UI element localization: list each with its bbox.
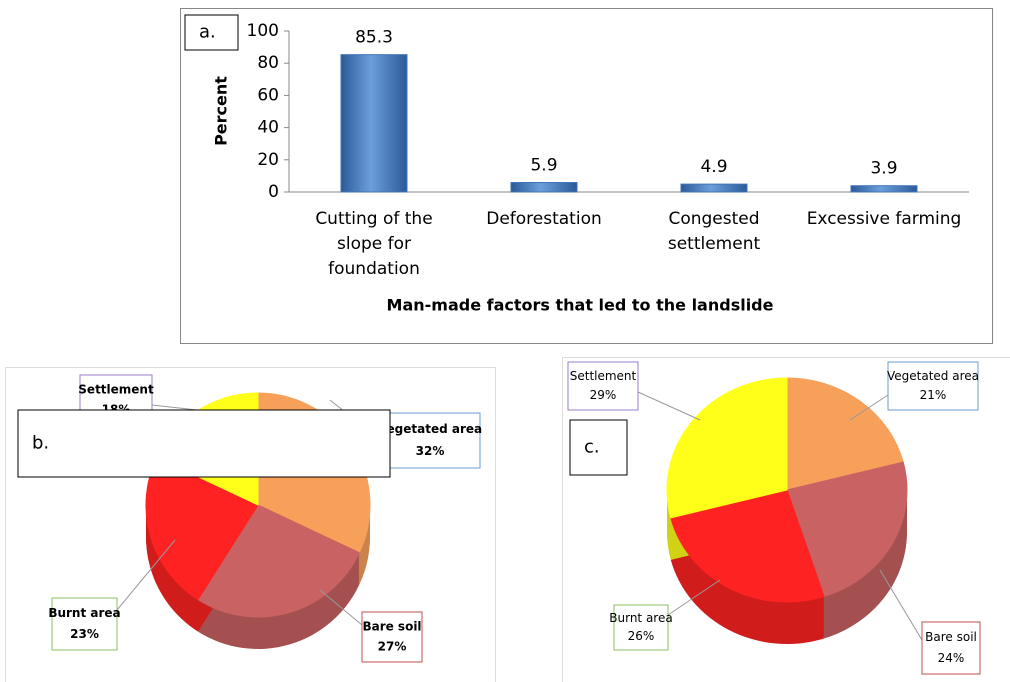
callout-name: Bare soil — [362, 620, 421, 634]
callout-value: 29% — [590, 388, 617, 402]
value-label: 5.9 — [530, 156, 557, 176]
y-tick-label: 0 — [268, 182, 279, 202]
leader-line — [849, 394, 889, 421]
pie-slice — [666, 377, 788, 519]
callout-box — [567, 361, 639, 411]
bar — [850, 185, 918, 193]
y-tick-label: 80 — [257, 53, 279, 73]
callout-name: Vegetated area — [887, 369, 979, 383]
x-tick-label: Deforestation — [486, 209, 602, 229]
x-tick-label: Cutting of the slope for foundation — [315, 209, 433, 279]
callout-value: 27% — [378, 640, 407, 654]
value-label: 85.3 — [355, 28, 393, 48]
leader-line — [667, 579, 721, 616]
callout-name: Vegetated area — [378, 422, 482, 436]
callout-value: 26% — [628, 629, 655, 643]
y-tick-label: 20 — [257, 150, 279, 170]
callout-name: Settlement — [78, 383, 154, 397]
x-tick-label: Congested settlement — [667, 209, 761, 254]
leader-line — [637, 391, 701, 421]
callout-value: 21% — [920, 388, 947, 402]
bar — [510, 182, 578, 193]
panel-label-box — [184, 14, 239, 51]
callout-box — [379, 412, 481, 469]
panel-frame — [180, 8, 993, 344]
callout-box — [887, 361, 979, 411]
y-tick-label: 40 — [257, 118, 279, 138]
x-tick-label: Excessive farming — [806, 209, 962, 229]
leader-line — [116, 539, 176, 611]
bar — [680, 183, 748, 193]
callout-value: 24% — [938, 651, 965, 665]
pie-slice — [786, 461, 908, 598]
leader-line — [319, 589, 363, 626]
value-label: 3.9 — [870, 159, 897, 179]
panel-frame — [562, 357, 1010, 682]
y-axis-title: Percent — [212, 76, 231, 146]
bar — [340, 54, 408, 193]
panel-label-box — [17, 409, 391, 478]
panel-label: b. — [32, 433, 49, 454]
callout-value: 32% — [416, 444, 445, 458]
pie-slice — [197, 504, 361, 618]
y-tick-label: 100 — [247, 21, 279, 41]
callout-name: Bare soil — [925, 630, 977, 644]
value-label: 4.9 — [700, 157, 727, 177]
callout-name: Burnt area — [48, 606, 120, 620]
callout-value: 23% — [70, 627, 99, 641]
pie-slice — [786, 377, 904, 491]
callout-name: Settlement — [570, 369, 637, 383]
panel-label: a. — [199, 22, 216, 43]
leader-line — [879, 569, 923, 641]
y-tick-label: 60 — [257, 85, 279, 105]
callout-name: Burnt area — [609, 611, 672, 625]
x-axis-title: Man-made factors that led to the landsli… — [387, 296, 774, 315]
callout-box — [361, 611, 423, 663]
panel-label: c. — [584, 437, 600, 458]
callout-box — [613, 604, 669, 651]
panel-frame — [5, 367, 496, 682]
pie-slice — [670, 489, 825, 603]
callout-box — [921, 621, 981, 675]
panel-label-box — [569, 419, 628, 476]
callout-box — [51, 597, 118, 651]
